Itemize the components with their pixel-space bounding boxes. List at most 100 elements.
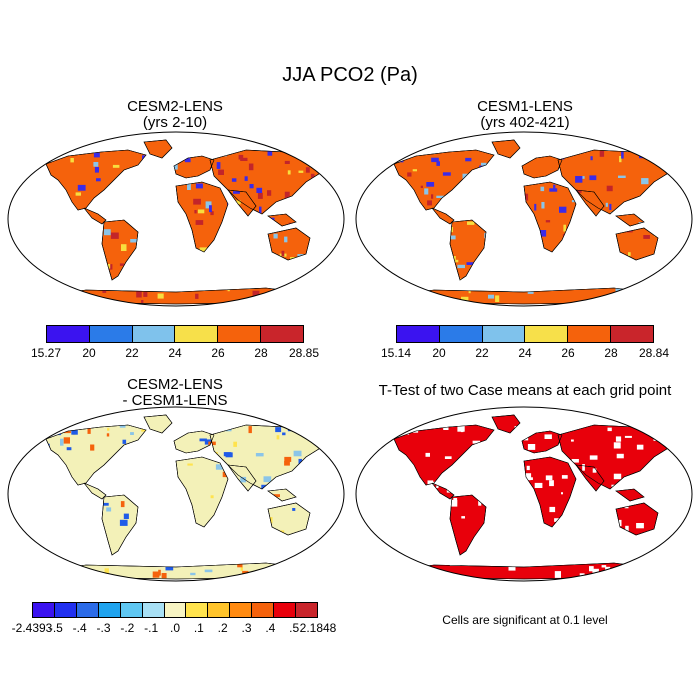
grid-cell-texture <box>122 439 127 444</box>
grid-cell-texture <box>496 166 500 172</box>
grid-cell-texture <box>201 273 209 278</box>
grid-cell-texture <box>157 293 164 299</box>
grid-cell-texture <box>514 465 523 472</box>
grid-cell-texture <box>571 459 579 463</box>
landmass-shape <box>449 219 487 281</box>
grid-cell-texture <box>436 195 445 198</box>
grid-cell-texture <box>219 151 227 157</box>
grid-cell-texture <box>455 259 459 263</box>
colorbar-swatch <box>218 326 262 342</box>
grid-cell-texture <box>487 147 491 150</box>
grid-cell-texture <box>571 200 579 203</box>
grid-cell-texture <box>252 290 260 298</box>
grid-cell-texture <box>233 191 240 194</box>
coastline <box>491 139 521 159</box>
grid-cell-texture <box>194 528 200 533</box>
grid-cell-texture <box>295 223 303 228</box>
grid-cell-texture <box>83 531 90 536</box>
colorbar-tick-label: -.1 <box>144 621 159 635</box>
grid-cell-texture <box>175 550 179 555</box>
grid-cell-texture <box>508 566 516 571</box>
grid-cell-texture <box>439 229 444 236</box>
grid-cell-texture <box>496 491 501 497</box>
landmass-shape <box>431 207 455 225</box>
grid-cell-texture <box>222 227 228 232</box>
grid-cell-texture <box>618 175 626 178</box>
grid-cell-texture <box>639 263 646 268</box>
grid-cell-texture <box>466 262 474 265</box>
grid-cell-texture <box>467 221 475 225</box>
colorbar-swatch <box>568 326 612 342</box>
grid-cell-texture <box>495 295 500 302</box>
grid-cell-texture <box>231 245 237 248</box>
grid-cell-texture <box>121 244 127 251</box>
grid-cell-texture <box>83 507 86 511</box>
grid-cell-texture <box>205 420 214 425</box>
grid-cell-texture <box>284 456 292 462</box>
grid-cell-texture <box>263 278 271 285</box>
grid-cell-texture <box>412 428 419 433</box>
grid-cell-texture <box>310 173 315 178</box>
grid-cell-texture <box>171 266 177 270</box>
grid-cell-texture <box>642 567 646 574</box>
grid-cell-texture <box>311 162 315 166</box>
grid-cell-texture <box>607 427 612 432</box>
grid-cell-texture <box>486 513 489 519</box>
colorbar-swatch <box>525 326 569 342</box>
grid-cell-texture <box>60 438 64 446</box>
grid-cell-texture <box>207 260 216 268</box>
grid-cell-texture <box>96 178 101 182</box>
grid-cell-texture <box>460 207 467 214</box>
grid-cell-texture <box>559 206 567 213</box>
map-panel-2 <box>355 131 693 307</box>
grid-cell-texture <box>195 183 203 189</box>
grid-cell-texture <box>527 287 534 294</box>
grid-cell-texture <box>227 200 235 206</box>
grid-cell-texture <box>195 293 199 299</box>
grid-cell-texture <box>210 211 214 216</box>
grid-cell-texture <box>640 475 645 480</box>
grid-cell-texture <box>453 559 457 562</box>
grid-cell-texture <box>49 147 55 155</box>
grid-cell-texture <box>289 206 298 210</box>
coastline <box>45 424 147 486</box>
grid-cell-texture <box>101 562 106 565</box>
grid-cell-texture <box>189 425 198 431</box>
grid-cell-texture <box>90 444 95 451</box>
grid-cell-texture <box>516 428 522 435</box>
grid-cell-texture <box>130 432 134 435</box>
grid-cell-texture <box>294 300 303 305</box>
grid-cell-texture <box>292 508 296 511</box>
grid-cell-texture <box>575 555 579 561</box>
grid-cell-texture <box>662 465 666 471</box>
grid-cell-texture <box>628 252 631 256</box>
grid-cell-texture <box>303 270 309 273</box>
grid-cell-texture <box>263 261 268 265</box>
grid-cell-texture <box>407 558 411 565</box>
grid-cell-texture <box>589 175 597 181</box>
grid-cell-texture <box>58 215 62 220</box>
grid-cell-texture <box>549 506 556 513</box>
grid-cell-texture <box>132 553 138 560</box>
coastline <box>521 155 563 179</box>
grid-cell-texture <box>564 239 572 242</box>
colorbar-swatch <box>611 326 653 342</box>
grid-cell-texture <box>47 443 50 448</box>
grid-cell-texture <box>49 504 56 512</box>
landmass-shape <box>83 207 107 225</box>
colorbar-swatch <box>274 603 297 617</box>
coastline <box>143 139 173 159</box>
grid-cell-texture <box>187 463 193 466</box>
colorbar-tick-label: 22 <box>125 346 139 360</box>
grid-cell-texture <box>214 427 221 432</box>
colorbar-tick-label: 15.14 <box>380 346 412 360</box>
grid-cell-texture <box>576 190 582 193</box>
coastline <box>45 149 147 211</box>
grid-cell-texture <box>132 448 137 455</box>
grid-cell-texture <box>162 212 169 216</box>
grid-cell-texture <box>618 575 623 579</box>
grid-cell-texture <box>225 425 232 432</box>
grid-cell-texture <box>233 441 237 447</box>
grid-cell-texture <box>306 151 310 155</box>
landmass-shape <box>175 181 229 253</box>
